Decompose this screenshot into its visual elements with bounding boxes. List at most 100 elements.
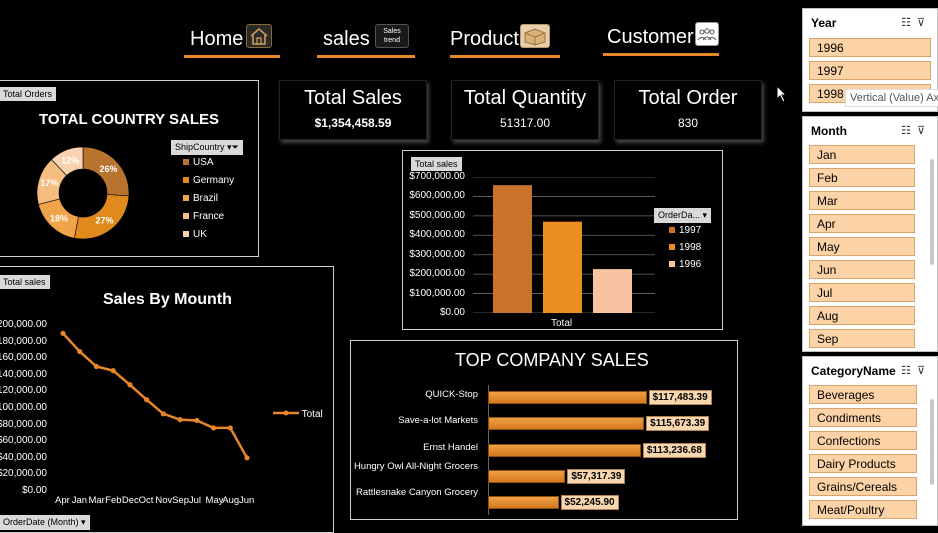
legend-item-brazil: Brazil [183,193,218,204]
kpi-total-order: Total Order 830 [614,80,762,140]
order-date-filter-label: OrderDa... [658,210,701,220]
nav-home[interactable]: Home [184,22,280,58]
bar-1998[interactable] [543,221,582,313]
company-bar[interactable] [488,391,647,404]
company-value-label: $52,245.90 [560,495,619,510]
monthly-point-jul[interactable] [194,417,200,424]
monthly-point-dec[interactable] [127,382,133,388]
order-month-filter[interactable]: OrderDate (Month) ▾ [0,515,90,530]
year-legend-item-1997: 1997 [669,225,701,236]
slicer-item-apr[interactable]: Apr [809,214,915,233]
nav-sales-label: sales [323,28,370,50]
slicer-item-confections[interactable]: Confections [809,431,917,450]
clear-filter-icon[interactable]: ⊽ [916,17,931,29]
house-icon [246,24,272,48]
donut-slice-uk[interactable] [51,146,84,176]
country-sales-title: TOTAL COUNTRY SALES [39,111,220,128]
ship-country-filter-label: ShipCountry [175,142,225,152]
slicer-item-jul[interactable]: Jul [809,283,915,302]
slicer-item-jan[interactable]: Jan [809,145,915,164]
monthly-sales-tag[interactable]: Total sales [0,275,50,289]
donut-slice-label: 27% [95,216,113,226]
slicer-item-sep[interactable]: Sep [809,329,915,348]
country-sales-tag[interactable]: Total Orders [0,87,57,101]
month-slicer-scrollbar[interactable] [930,159,934,265]
monthly-series-line[interactable] [62,332,249,459]
monthly-xtick: Mar [88,495,105,506]
slicer-item-dairy-products[interactable]: Dairy Products [809,454,917,473]
kpi-total-order-value: 830 [677,116,699,130]
nav-sales[interactable]: sales Sales trend [317,22,415,58]
slicer-item-feb[interactable]: Feb [809,168,915,187]
ship-country-filter[interactable]: ShipCountry ▾⏷ [171,140,243,155]
monthly-point-jan[interactable] [77,348,83,355]
bar-1997[interactable] [493,185,532,313]
year-ytick: $300,000.00 [409,248,465,260]
year-ytick: $600,000.00 [409,190,465,202]
mouse-cursor-icon [776,84,788,108]
category-slicer-scrollbar[interactable] [930,399,934,485]
monthly-legend-label: Total [301,409,323,420]
donut-slice-label: 26% [100,164,118,174]
monthly-point-sep[interactable] [177,417,183,423]
company-bar[interactable] [488,496,559,509]
box-icon [520,24,550,48]
monthly-ytick: $100,000.00 [0,402,47,413]
monthly-point-oct[interactable] [144,397,150,403]
clear-filter-icon[interactable]: ⊽ [916,365,931,377]
filter-dropdown-icon: ▾ [702,210,708,220]
slicer-item-may[interactable]: May [809,237,915,256]
category-slicer-title: CategoryName [811,364,896,378]
monthly-ytick: $180,000.00 [0,335,47,347]
monthly-point-feb[interactable] [110,368,116,374]
company-bar[interactable] [488,417,645,430]
company-bar[interactable] [488,444,641,457]
multi-select-icon[interactable]: ☷ [901,365,917,377]
nav-product[interactable]: Product [450,22,560,58]
donut-slice-label: 18% [50,214,68,224]
monthly-title: Sales By Mounth [103,291,232,308]
sales-trend-icon-text: Sales trend [383,28,401,44]
slicer-item-meat-poultry[interactable]: Meat/Poultry [809,500,917,519]
year-sales-tag[interactable]: Total sales [411,157,462,171]
slicer-item-grains-cereals[interactable]: Grains/Cereals [809,477,917,496]
slicer-item-1997[interactable]: 1997 [809,61,931,80]
slicer-item-condiments[interactable]: Condiments [809,408,917,427]
donut-slice-label: 12% [61,155,79,165]
monthly-point-mar[interactable] [93,363,100,370]
bar-1996[interactable] [593,269,632,313]
company-bar[interactable] [488,470,566,483]
slicer-item-beverages[interactable]: Beverages [809,385,917,404]
slicer-item-mar[interactable]: Mar [809,191,915,210]
year-legend-item-1996: 1996 [669,259,701,270]
kpi-total-quantity-title: Total Quantity [463,87,587,109]
legend-swatch [183,231,189,237]
monthly-point-jun[interactable] [244,455,250,461]
nav-customer[interactable]: Customer [603,20,719,56]
clear-filter-icon[interactable]: ⊽ [916,125,931,137]
monthly-point-may[interactable] [210,425,217,431]
country-sales-panel: Total Orders TOTAL COUNTRY SALES 26% 27% 1… [0,80,259,257]
monthly-point-apr[interactable] [60,330,66,336]
multi-select-icon[interactable]: ☷ [901,17,917,29]
slicer-tools: ☷⊽ [901,364,931,377]
slicer-item-aug[interactable]: Aug [809,306,915,325]
legend-label: 1997 [679,225,702,236]
legend-swatch [183,177,189,183]
slicer-item-jun[interactable]: Jun [809,260,915,279]
legend-swatch [669,261,675,267]
monthly-point-aug[interactable] [227,425,233,431]
monthly-xtick: May [205,495,224,506]
monthly-ytick: $40,000.00 [0,451,47,463]
monthly-ytick: $80,000.00 [0,418,47,430]
order-date-filter[interactable]: OrderDa... ▾ [654,208,712,223]
year-ytick: $500,000.00 [409,209,465,221]
company-label: Ernst Handel [423,442,478,453]
monthly-point-nov[interactable] [160,411,166,417]
filter-dropdown-icon: ▾ [81,517,86,527]
slicer-item-1996[interactable]: 1996 [809,38,931,57]
monthly-ytick: $160,000.00 [0,352,47,364]
legend-label: UK [193,229,207,240]
multi-select-icon[interactable]: ☷ [901,125,917,137]
nav-home-underline [184,55,280,58]
